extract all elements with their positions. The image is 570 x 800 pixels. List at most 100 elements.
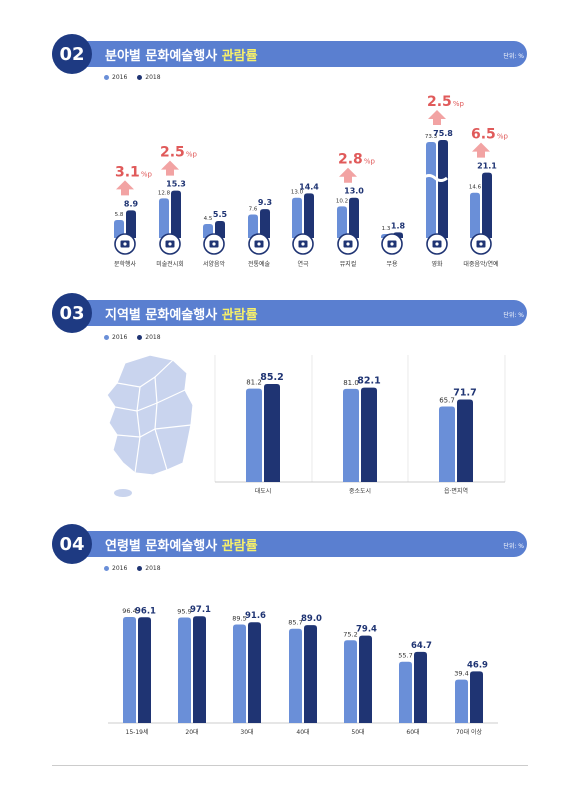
data-label-2018: 82.1	[357, 376, 380, 387]
data-label-2016: 5.8	[115, 212, 124, 218]
data-label-2018: 97.1	[190, 605, 211, 615]
data-label-2016: 81.2	[246, 379, 262, 387]
increase-arrow	[472, 142, 490, 158]
section-02-number: 02	[52, 34, 92, 74]
section-03-header	[52, 300, 527, 326]
increase-unit: %p	[453, 100, 465, 108]
section-02-title-prefix: 분야별 문화예술행사	[105, 49, 218, 64]
bar-2016	[399, 661, 412, 723]
legend-2016-swatch	[104, 335, 109, 340]
data-label-2018: 8.9	[124, 199, 139, 208]
speaker-icon-glyph-center	[479, 242, 483, 246]
mask-icon-glyph-center	[301, 242, 305, 246]
bar-2018	[349, 197, 359, 238]
bar-2018	[414, 651, 427, 723]
section-04-header	[52, 531, 527, 557]
data-label-2018: 5.5	[213, 210, 228, 219]
bar-2016	[439, 406, 455, 482]
eye-mask-icon-glyph-center	[346, 242, 350, 246]
section-02-title-highlight: 관람률	[221, 49, 258, 64]
section-03-unit: 단위: %	[503, 312, 524, 319]
bar-2016	[123, 616, 136, 723]
data-label-2016: 96.4	[122, 607, 136, 615]
bar-2018	[260, 209, 270, 238]
legend-2016-swatch	[104, 75, 109, 80]
bar-2018	[193, 616, 206, 723]
increase-unit: %p	[186, 151, 198, 159]
data-label-2018: 1.8	[391, 221, 406, 230]
bar-2016	[470, 192, 480, 238]
bar-2018	[304, 193, 314, 238]
category-label: 20대	[185, 728, 198, 736]
bar-2016	[343, 388, 359, 482]
category-label: 미술전시회	[156, 260, 184, 268]
increase-arrow	[428, 110, 446, 125]
legend-2016-label: 2016	[112, 565, 128, 572]
bar-2016	[426, 142, 436, 238]
section-04-unit: 단위: %	[503, 543, 524, 550]
book-icon-glyph-center	[123, 242, 127, 246]
data-label-2018: 64.7	[411, 641, 432, 651]
bar-2018	[482, 172, 492, 238]
category-label: 문학행사	[114, 260, 137, 268]
section-02-legend: 2016 2018	[104, 74, 167, 81]
data-label-2016: 1.3	[382, 226, 391, 232]
increase-unit: %p	[141, 170, 153, 178]
increase-unit: %p	[364, 158, 376, 166]
data-label-2016: 39.4	[454, 670, 468, 678]
increase-arrow	[161, 160, 179, 176]
bar-2018	[438, 140, 448, 238]
category-label: 60대	[406, 728, 419, 736]
bar-2018	[126, 210, 136, 238]
increase-value: 2.5%p	[427, 94, 464, 110]
age-chart: 96.496.1 15-19세 95.997.1 20대 89.591.6 30대 85.7…	[108, 605, 498, 736]
picture-icon-glyph-center	[168, 242, 172, 246]
data-label-2018: 15.3	[166, 180, 186, 189]
section-04-title: 연령별 문화예술행사 관람률	[105, 535, 258, 554]
data-label-2016: 95.9	[177, 608, 191, 616]
bar-2018	[457, 399, 473, 482]
data-label-2018: 91.6	[245, 611, 266, 621]
region-chart: 81.285.2 대도시 81.082.1 중소도시 65.771.7 읍·면지역	[214, 355, 506, 495]
section-03-title: 지역별 문화예술행사 관람률	[105, 304, 258, 323]
bar-2018	[171, 190, 181, 238]
section-03-legend: 2016 2018	[104, 334, 167, 341]
bar-2018	[470, 671, 483, 723]
bar-2016	[178, 617, 191, 723]
data-label-2016: 4.5	[204, 216, 213, 222]
footer-divider	[52, 765, 528, 766]
data-label-2018: 71.7	[453, 388, 476, 399]
category-label: 전통예술	[248, 260, 271, 268]
category-label: 읍·면지역	[444, 487, 468, 495]
data-label-2016: 81.0	[343, 379, 359, 387]
section-02-header	[52, 41, 527, 67]
section-02-title: 분야별 문화예술행사 관람률	[105, 45, 258, 64]
bar-2016	[337, 206, 347, 238]
bar-2016	[246, 388, 262, 482]
section-04-number: 04	[52, 524, 92, 564]
data-label-2016: 7.6	[249, 206, 258, 212]
data-label-2016: 65.7	[439, 396, 455, 404]
data-label-2016: 85.7	[288, 619, 302, 627]
data-label-2018: 75.8	[433, 129, 453, 138]
legend-2018-swatch	[137, 335, 143, 340]
genre-chart: 5.88.9 문학행사 3.1%p 12.815.3 미술전시회 2.5%p 4.55.5 서…	[114, 94, 509, 268]
bar-2016	[159, 198, 169, 238]
bar-2016	[292, 197, 302, 238]
increase-arrow	[339, 167, 357, 183]
increase-value: 6.5%p	[471, 127, 508, 143]
data-label-2016: 13.0	[291, 190, 304, 196]
category-label: 대도시	[255, 487, 272, 495]
piano-icon-glyph-center	[212, 242, 216, 246]
data-label-2016: 12.8	[158, 190, 171, 196]
bar-2016	[289, 628, 302, 723]
category-label: 40대	[296, 728, 309, 736]
category-label: 15-19세	[126, 728, 149, 736]
increase-unit: %p	[497, 133, 509, 141]
section-03-title-prefix: 지역별 문화예술행사	[105, 308, 218, 323]
data-label-2016: 14.6	[469, 185, 482, 191]
legend-2018-label: 2018	[145, 74, 161, 81]
legend-2016-label: 2016	[112, 334, 128, 341]
data-label-2016: 89.5	[232, 615, 246, 623]
shoes-icon-glyph-center	[390, 242, 394, 246]
